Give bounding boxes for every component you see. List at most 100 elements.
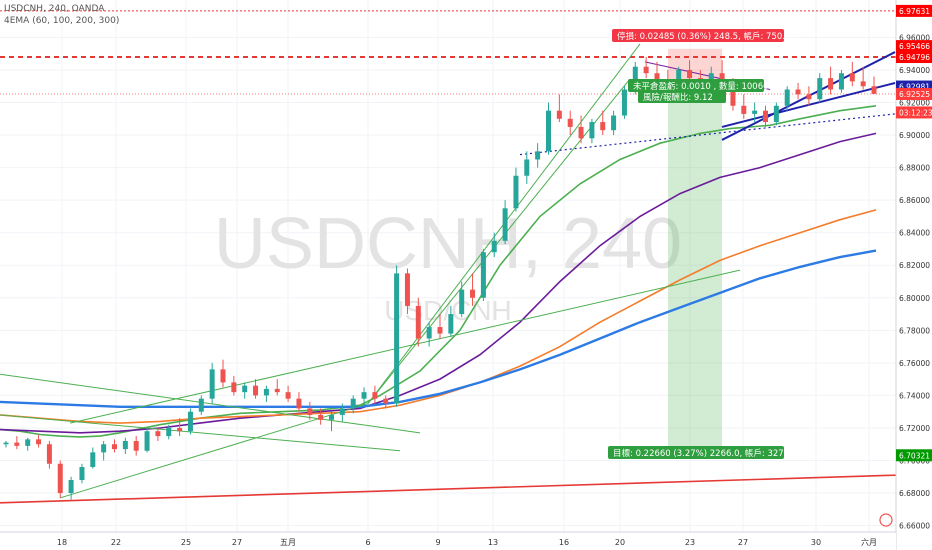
info-label-1-bg <box>628 79 764 92</box>
time-tick-label: 20 <box>615 538 625 547</box>
candle-body[interactable] <box>470 289 476 298</box>
candle-body[interactable] <box>773 105 779 123</box>
candle-body[interactable] <box>687 69 693 79</box>
candle-body[interactable] <box>752 110 758 114</box>
candle-body[interactable] <box>318 414 324 420</box>
candle-body[interactable] <box>383 398 389 404</box>
candle-body[interactable] <box>209 369 215 399</box>
candle-body[interactable] <box>329 414 334 420</box>
candle-body[interactable] <box>36 439 42 445</box>
candle-body[interactable] <box>415 305 421 339</box>
candle-body[interactable] <box>285 392 291 399</box>
candles[interactable] <box>3 56 877 500</box>
candle-body[interactable] <box>394 273 400 404</box>
target-label-bg <box>608 446 784 459</box>
candle-body[interactable] <box>806 94 812 100</box>
candle-body[interactable] <box>231 382 237 393</box>
time-tick-label: 五月 <box>280 538 296 547</box>
candle-body[interactable] <box>307 408 313 415</box>
candle-body[interactable] <box>144 431 150 451</box>
candle-body[interactable] <box>133 440 139 451</box>
candle-body[interactable] <box>621 89 627 116</box>
candle-body[interactable] <box>177 427 183 432</box>
price-marker-bg <box>896 40 932 53</box>
candle-body[interactable] <box>871 86 877 94</box>
info-label-2: 風險/報酬比: 9.12 <box>638 90 726 103</box>
candle-body[interactable] <box>46 444 52 464</box>
candle-body[interactable] <box>817 78 823 100</box>
price-axis[interactable]: 6.660006.680006.700006.720006.740006.760… <box>895 0 932 550</box>
candle-body[interactable] <box>90 452 96 468</box>
time-tick-label: 9 <box>435 538 440 547</box>
candle-body[interactable] <box>404 273 410 306</box>
candle-body[interactable] <box>556 110 562 119</box>
time-tick-label: 16 <box>559 538 569 547</box>
candle-body[interactable] <box>3 442 9 445</box>
candle-body[interactable] <box>155 431 161 437</box>
candle-body[interactable] <box>57 463 63 494</box>
candle-body[interactable] <box>426 327 432 339</box>
candle-body[interactable] <box>860 81 866 87</box>
candle-body[interactable] <box>339 408 345 415</box>
time-tick-label: 6 <box>365 538 370 547</box>
candle-body[interactable] <box>524 159 530 176</box>
time-tick-label: 23 <box>685 538 695 547</box>
time-tick-label: 30 <box>811 538 821 547</box>
candle-body[interactable] <box>448 314 454 334</box>
candle-body[interactable] <box>242 385 248 393</box>
candle-body[interactable] <box>68 480 74 494</box>
candle-body[interactable] <box>589 122 595 139</box>
candle-body[interactable] <box>274 388 280 393</box>
price-tick-label: 6.86000 <box>899 196 930 205</box>
candle-body[interactable] <box>838 73 844 90</box>
candle-body[interactable] <box>784 89 790 106</box>
candle-body[interactable] <box>567 118 573 127</box>
candle-body[interactable] <box>741 105 747 114</box>
candle-body[interactable] <box>263 388 269 396</box>
candle-body[interactable] <box>122 440 128 450</box>
candle-body[interactable] <box>535 151 541 160</box>
price-tick-label: 6.96000 <box>899 33 930 42</box>
candle-body[interactable] <box>220 369 226 383</box>
candle-body[interactable] <box>187 411 193 432</box>
time-tick-label: 六月 <box>861 537 877 547</box>
candle-body[interactable] <box>502 208 508 241</box>
candle-body[interactable] <box>296 398 302 409</box>
candle-body[interactable] <box>361 392 367 399</box>
candle-body[interactable] <box>654 73 660 83</box>
candle-body[interactable] <box>546 110 551 152</box>
ema-line <box>0 105 877 438</box>
price-marker-label: 6.94796 <box>899 53 930 62</box>
candle-body[interactable] <box>14 442 20 446</box>
time-axis[interactable]: 18 22 25 27 五月 6 9 13 16 20 23 27 30 六月 <box>0 513 896 550</box>
candle-body[interactable] <box>350 398 356 409</box>
candle-body[interactable] <box>253 385 259 396</box>
candle-body[interactable] <box>459 289 465 315</box>
candle-body[interactable] <box>578 126 584 139</box>
settings-icon[interactable] <box>879 513 893 527</box>
candle-body[interactable] <box>79 467 85 481</box>
candle-body[interactable] <box>730 82 736 106</box>
candle-body[interactable] <box>480 252 486 298</box>
info-label-1-text: 未平倉盈虧: 0.0010 , 數量: 10060 <box>633 81 769 92</box>
candle-body[interactable] <box>643 66 649 74</box>
candle-body[interactable] <box>763 110 768 123</box>
candle-body[interactable] <box>513 175 519 209</box>
candle-body[interactable] <box>25 439 31 446</box>
candle-body[interactable] <box>719 73 725 83</box>
candle-body[interactable] <box>611 115 617 131</box>
candle-body[interactable] <box>372 392 378 399</box>
candle-body[interactable] <box>632 66 638 90</box>
candle-body[interactable] <box>795 89 801 95</box>
candle-body[interactable] <box>112 444 117 450</box>
candle-body[interactable] <box>101 444 107 453</box>
trend-line <box>59 403 369 499</box>
candle-body[interactable] <box>491 240 497 253</box>
candle-body[interactable] <box>849 73 855 82</box>
candle-body[interactable] <box>166 427 172 437</box>
candle-body[interactable] <box>828 78 834 90</box>
candle-body[interactable] <box>437 327 443 334</box>
candle-body[interactable] <box>198 398 204 412</box>
candle-body[interactable] <box>600 122 606 131</box>
